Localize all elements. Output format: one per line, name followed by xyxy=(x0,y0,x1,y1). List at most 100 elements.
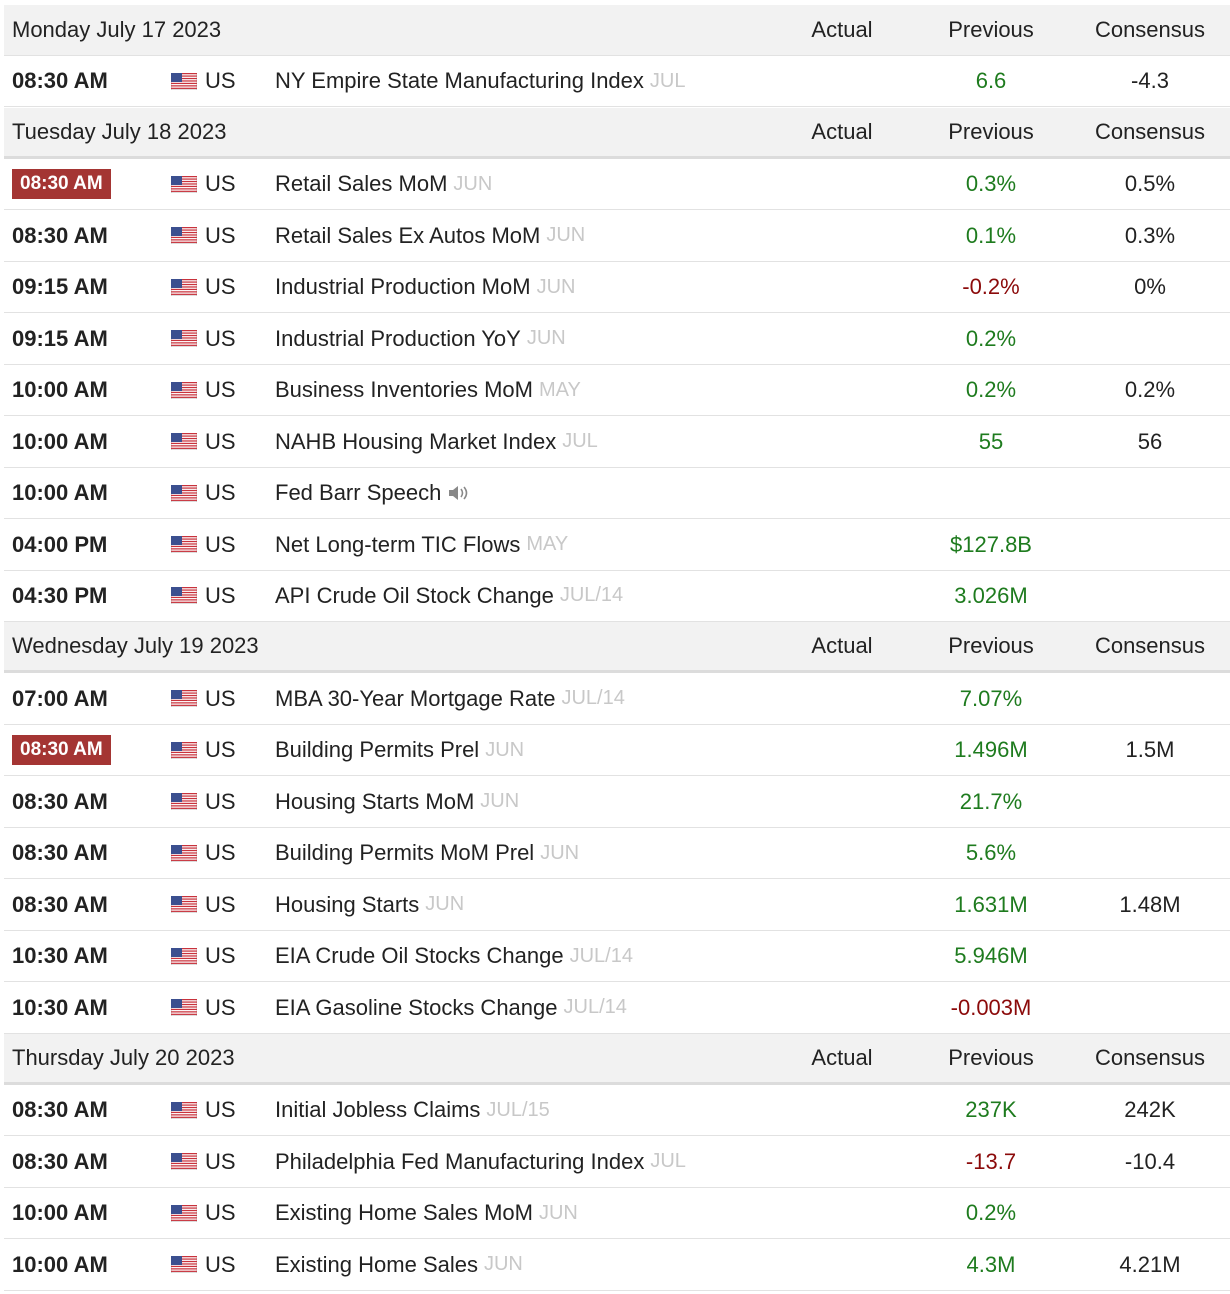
event-name: Existing Home Sales MoM xyxy=(275,1200,533,1226)
flag-icon xyxy=(171,793,197,811)
event-cell: NAHB Housing Market Index JUL xyxy=(275,417,598,467)
country: US xyxy=(205,582,236,608)
event-cell: Housing Starts JUN xyxy=(275,880,464,930)
date-header: Thursday July 20 2023 Actual Previous Conse… xyxy=(4,1034,1230,1085)
previous-value: 6.6 xyxy=(975,68,1007,94)
event-cell: Retail Sales Ex Autos MoM JUN xyxy=(275,211,585,261)
time: 07:00 AM xyxy=(12,685,108,711)
date-label: Tuesday July 18 2023 xyxy=(12,118,227,144)
country-cell: US xyxy=(171,1188,236,1238)
flag-icon xyxy=(171,536,197,553)
column-header: Actual xyxy=(811,1045,873,1070)
event-cell: Business Inventories MoM MAY xyxy=(275,365,581,415)
country: US xyxy=(205,68,236,94)
country: US xyxy=(205,1148,236,1174)
event-cell: Initial Jobless Claims JUL/15 xyxy=(275,1085,550,1135)
previous-value: 5.6% xyxy=(965,840,1017,866)
time: 08:30 AM xyxy=(12,891,108,917)
country-cell: US xyxy=(171,1085,236,1135)
time: 08:30 AM xyxy=(12,1148,108,1174)
country: US xyxy=(205,325,236,351)
period: JUN xyxy=(453,172,493,195)
event-cell: EIA Crude Oil Stocks Change JUL/14 xyxy=(275,931,633,981)
flag-icon xyxy=(171,175,197,193)
flag-icon xyxy=(171,999,197,1017)
event-cell: MBA 30-Year Mortgage Rate JUL/14 xyxy=(275,674,625,724)
event-row: 08:30 AM US Philadelphia Fed Manufacturing… xyxy=(4,1137,1230,1188)
country-cell: US xyxy=(171,1137,236,1187)
period: JUN xyxy=(480,790,520,813)
previous-value: 21.7% xyxy=(959,788,1023,814)
time-cell: 09:15 AM xyxy=(12,314,108,364)
date-header: Wednesday July 19 2023 Actual Previous Cons… xyxy=(4,622,1230,674)
period: JUL/14 xyxy=(559,584,624,607)
country-cell: US xyxy=(171,725,236,775)
event-cell: Net Long-term TIC Flows MAY xyxy=(275,520,568,570)
consensus-value: 242K xyxy=(1124,1097,1176,1123)
column-header: Previous xyxy=(948,118,1034,144)
country: US xyxy=(205,737,236,763)
period: JUL/14 xyxy=(563,996,627,1019)
event-name: Retail Sales Ex Autos MoM xyxy=(275,222,541,248)
event-cell: Retail Sales MoM JUN xyxy=(275,159,492,209)
column-header: Previous xyxy=(948,17,1034,42)
consensus-value: 0.2% xyxy=(1124,377,1176,403)
period: MAY xyxy=(526,533,569,555)
audio-icon[interactable] xyxy=(447,483,473,503)
event-row: 08:30 AM US Building Permits Prel JUN 1.496M… xyxy=(4,725,1230,777)
time: 08:30 AM xyxy=(12,169,111,200)
event-cell: EIA Gasoline Stocks Change JUL/14 xyxy=(275,983,627,1033)
event-cell: Existing Home Sales MoM JUN xyxy=(275,1188,578,1238)
time-cell: 10:30 AM xyxy=(12,931,108,981)
previous-value: -0.2% xyxy=(962,274,1020,300)
date-header: Monday July 17 2023 Actual Previous Consens… xyxy=(4,5,1230,56)
column-header: Consensus xyxy=(1094,1045,1206,1070)
event-row: 04:00 PM US Net Long-term TIC Flows MAY $127… xyxy=(4,520,1230,571)
flag-icon xyxy=(171,278,197,296)
country: US xyxy=(205,171,236,197)
event-row: 08:30 AM US NY Empire State Manufacturing … xyxy=(4,56,1230,108)
flag-icon xyxy=(171,330,197,348)
time-cell: 04:00 PM xyxy=(12,520,107,570)
consensus-value: 56 xyxy=(1137,428,1163,454)
country-cell: US xyxy=(171,56,236,106)
event-row: 09:15 AM US Industrial Production MoM JUN -0… xyxy=(4,262,1230,314)
previous-value: 1.496M xyxy=(954,737,1028,763)
country: US xyxy=(205,840,236,866)
column-header: Consensus xyxy=(1094,118,1206,144)
country-cell: US xyxy=(171,211,236,261)
country: US xyxy=(205,994,236,1020)
previous-value: 5.946M xyxy=(954,943,1028,969)
country: US xyxy=(205,222,236,248)
period: JUL xyxy=(650,1150,686,1173)
event-cell: Industrial Production YoY JUN xyxy=(275,314,566,364)
flag-icon xyxy=(171,1153,197,1171)
time-cell: 08:30 AM xyxy=(12,56,108,106)
date-label: Monday July 17 2023 xyxy=(12,17,222,42)
column-header: Actual xyxy=(811,17,873,42)
time: 08:30 AM xyxy=(12,68,108,94)
event-name: NY Empire State Manufacturing Index xyxy=(275,68,644,94)
previous-value: 0.2% xyxy=(965,377,1017,403)
time: 08:30 AM xyxy=(12,222,108,248)
country-cell: US xyxy=(171,777,236,827)
time: 10:00 AM xyxy=(12,480,108,506)
event-name: Housing Starts xyxy=(275,891,420,917)
period: JUL/14 xyxy=(561,687,625,710)
period: JUN xyxy=(536,275,576,298)
event-name: Industrial Production MoM xyxy=(275,274,531,300)
period: JUL/15 xyxy=(486,1098,550,1121)
column-header: Previous xyxy=(948,633,1034,659)
time: 08:30 AM xyxy=(12,735,111,766)
previous-value: 0.2% xyxy=(965,325,1017,351)
country-cell: US xyxy=(171,983,236,1033)
event-cell: Fed Barr Speech xyxy=(275,468,473,518)
time-cell: 08:30 AM xyxy=(12,880,108,930)
time: 10:00 AM xyxy=(12,1251,108,1277)
event-cell: API Crude Oil Stock Change JUL/14 xyxy=(275,571,623,621)
event-row: 08:30 AM US Retail Sales Ex Autos MoM JUN 0.… xyxy=(4,211,1230,262)
event-cell: NY Empire State Manufacturing Index JUL xyxy=(275,56,685,106)
event-row: 09:15 AM US Industrial Production YoY JUN 0.… xyxy=(4,314,1230,365)
period: JUN xyxy=(425,893,465,916)
